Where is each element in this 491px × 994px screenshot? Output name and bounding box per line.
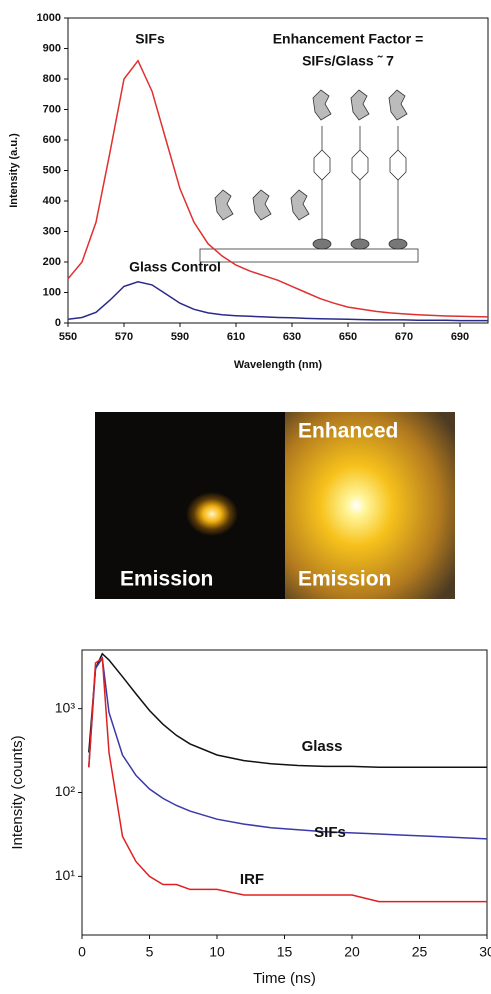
y-axis-label: Intensity (counts) — [9, 735, 26, 849]
plot-frame — [81, 649, 488, 936]
x-tick-label: 550 — [59, 331, 77, 343]
x-tick-label: 590 — [171, 331, 189, 343]
annotation: Enhancement Factor = — [273, 31, 424, 47]
y-tick-label: 500 — [43, 164, 61, 176]
protein — [388, 89, 408, 121]
series-line — [88, 655, 488, 840]
y-tick-label: 10² — [55, 783, 76, 799]
y-axis-label: Intensity (a.u.) — [8, 133, 20, 208]
silver-particle — [350, 238, 370, 250]
protein — [214, 189, 234, 221]
series-line — [67, 281, 488, 322]
x-tick-label: 15 — [277, 944, 293, 960]
x-axis-label: Time (ns) — [253, 970, 316, 987]
silver-particle — [388, 238, 408, 250]
annotation: Glass — [302, 738, 343, 755]
x-tick-label: 20 — [344, 944, 360, 960]
x-tick-label: 5 — [146, 944, 154, 960]
x-tick-label: 630 — [283, 331, 301, 343]
y-tick-label: 0 — [55, 317, 61, 329]
x-axis-label: Wavelength (nm) — [234, 359, 323, 371]
glass-slide — [199, 248, 419, 263]
y-tick-label: 10¹ — [55, 867, 76, 883]
linker — [313, 149, 331, 181]
plot-frame — [67, 17, 489, 324]
x-tick-label: 670 — [395, 331, 413, 343]
x-tick-label: 0 — [78, 944, 86, 960]
x-tick-label: 610 — [227, 331, 245, 343]
y-tick-label: 100 — [43, 286, 61, 298]
photo-panels: Emission Enhanced Emission — [95, 412, 455, 599]
annotation: SIFs — [314, 824, 346, 841]
series-line — [88, 656, 487, 903]
y-tick-label: 600 — [43, 134, 61, 146]
y-tick-label: 400 — [43, 195, 61, 207]
y-tick-label: 900 — [43, 42, 61, 54]
x-tick-label: 25 — [412, 944, 428, 960]
series-line — [88, 652, 487, 769]
x-tick-label: 690 — [451, 331, 469, 343]
protein — [312, 89, 332, 121]
linker — [389, 149, 407, 181]
silver-particle — [312, 238, 332, 250]
protein — [252, 189, 272, 221]
caption: Emission — [120, 568, 213, 591]
annotation: Glass Control — [129, 259, 221, 275]
y-tick-label: 200 — [43, 256, 61, 268]
annotation: SIFs/Glass ˜ 7 — [302, 53, 394, 69]
caption: Emission — [298, 568, 391, 591]
inset-diagram — [199, 89, 419, 263]
x-tick-label: 10 — [209, 944, 225, 960]
protein — [350, 89, 370, 121]
x-tick-label: 570 — [115, 331, 133, 343]
linker — [351, 149, 369, 181]
glow — [186, 492, 238, 536]
y-tick-label: 10³ — [55, 699, 76, 715]
y-tick-label: 300 — [43, 225, 61, 237]
y-tick-label: 700 — [43, 103, 61, 115]
y-tick-label: 1000 — [37, 12, 61, 24]
protein — [290, 189, 310, 221]
annotation: IRF — [240, 871, 264, 888]
series-line — [67, 59, 489, 318]
x-tick-label: 650 — [339, 331, 357, 343]
x-tick-label: 30 — [479, 944, 491, 960]
panel-title: Enhanced — [298, 420, 398, 443]
y-tick-label: 800 — [43, 73, 61, 85]
annotation: SIFs — [135, 31, 165, 47]
photo-right — [285, 412, 455, 599]
